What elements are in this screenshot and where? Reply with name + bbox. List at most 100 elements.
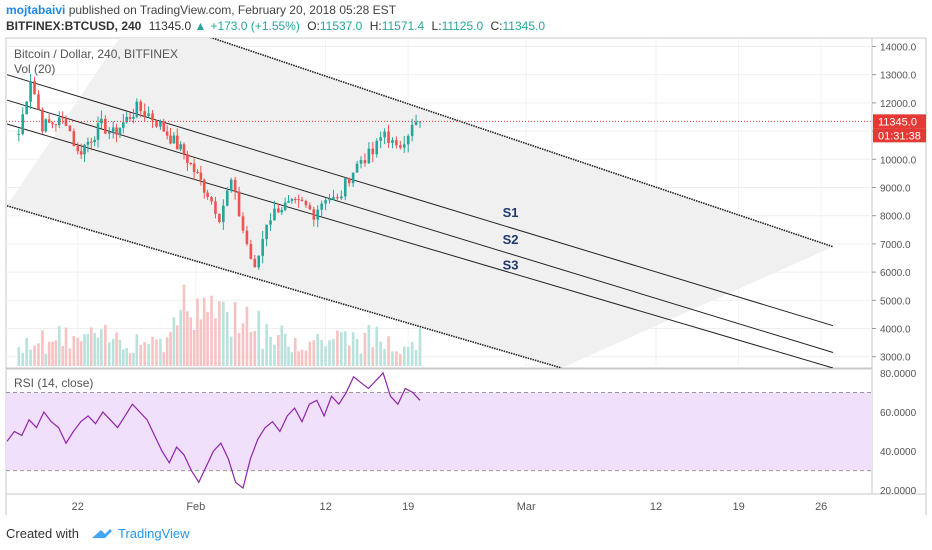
candle[interactable] bbox=[199, 172, 203, 180]
candle[interactable] bbox=[37, 94, 40, 110]
candle[interactable] bbox=[115, 127, 118, 135]
candle[interactable] bbox=[151, 113, 154, 121]
candle[interactable] bbox=[79, 151, 83, 155]
candle[interactable] bbox=[283, 202, 287, 211]
candle[interactable] bbox=[192, 163, 196, 172]
candle[interactable] bbox=[241, 216, 245, 231]
candle[interactable] bbox=[225, 190, 229, 206]
candle[interactable] bbox=[76, 146, 80, 152]
candle[interactable] bbox=[196, 171, 199, 173]
channel-line-s3[interactable] bbox=[6, 123, 834, 368]
chart-area[interactable]: 3000.0 4000.0 5000.0 6000.0 7000.0 8000.0 9000… bbox=[0, 0, 932, 515]
candle[interactable] bbox=[25, 101, 28, 115]
candle[interactable] bbox=[147, 113, 150, 117]
candle[interactable] bbox=[300, 199, 304, 201]
candle[interactable] bbox=[100, 118, 103, 124]
candle[interactable] bbox=[229, 179, 233, 191]
candle[interactable] bbox=[44, 119, 48, 132]
candle[interactable] bbox=[125, 116, 128, 123]
candle[interactable] bbox=[320, 203, 323, 210]
candle[interactable] bbox=[175, 135, 179, 150]
candle[interactable] bbox=[277, 208, 280, 213]
candle[interactable] bbox=[245, 230, 249, 244]
candle[interactable] bbox=[47, 119, 51, 123]
channel-line-s2[interactable] bbox=[6, 99, 834, 353]
candle[interactable] bbox=[249, 243, 253, 259]
candle[interactable] bbox=[68, 125, 72, 132]
candle[interactable] bbox=[265, 224, 268, 240]
candle[interactable] bbox=[206, 192, 209, 198]
candle[interactable] bbox=[406, 135, 410, 145]
candle[interactable] bbox=[135, 101, 139, 117]
candle[interactable] bbox=[104, 118, 107, 134]
candle[interactable] bbox=[218, 213, 221, 223]
candle[interactable] bbox=[257, 255, 261, 268]
candle[interactable] bbox=[155, 120, 158, 127]
candle[interactable] bbox=[86, 141, 90, 145]
candle[interactable] bbox=[237, 191, 241, 217]
candle[interactable] bbox=[202, 179, 206, 193]
candle[interactable] bbox=[304, 200, 308, 206]
candle[interactable] bbox=[111, 127, 115, 132]
candle[interactable] bbox=[172, 135, 176, 144]
annotation-s2[interactable]: S2 bbox=[503, 232, 519, 247]
candle[interactable] bbox=[280, 210, 284, 213]
candle[interactable] bbox=[122, 122, 125, 128]
candle[interactable] bbox=[107, 131, 111, 134]
candle[interactable] bbox=[189, 163, 193, 165]
candle[interactable] bbox=[399, 145, 402, 148]
candle[interactable] bbox=[269, 220, 272, 225]
candle[interactable] bbox=[273, 208, 276, 221]
candle[interactable] bbox=[391, 140, 394, 143]
candle[interactable] bbox=[162, 121, 166, 132]
author-link[interactable]: mojtabaivi bbox=[6, 3, 66, 17]
candle[interactable] bbox=[316, 209, 320, 220]
candle[interactable] bbox=[336, 197, 339, 199]
candle[interactable] bbox=[159, 121, 162, 127]
candle[interactable] bbox=[293, 199, 297, 201]
candle[interactable] bbox=[169, 135, 172, 144]
candle[interactable] bbox=[332, 197, 335, 200]
candle[interactable] bbox=[165, 131, 169, 136]
candle[interactable] bbox=[340, 196, 343, 199]
candle[interactable] bbox=[61, 117, 64, 119]
candle[interactable] bbox=[312, 209, 316, 220]
candle[interactable] bbox=[359, 160, 363, 164]
candle[interactable] bbox=[375, 140, 379, 155]
candle[interactable] bbox=[410, 124, 414, 136]
candle[interactable] bbox=[351, 172, 355, 184]
candle[interactable] bbox=[57, 117, 61, 126]
candle[interactable] bbox=[29, 81, 32, 102]
candle[interactable] bbox=[21, 114, 25, 135]
candle[interactable] bbox=[214, 201, 217, 214]
candle[interactable] bbox=[210, 197, 213, 202]
candle[interactable] bbox=[54, 124, 58, 126]
annotation-s1[interactable]: S1 bbox=[503, 205, 519, 220]
candle[interactable] bbox=[402, 144, 406, 148]
candle[interactable] bbox=[89, 141, 93, 143]
candle[interactable] bbox=[363, 160, 367, 164]
candle[interactable] bbox=[93, 139, 96, 143]
candle[interactable] bbox=[132, 116, 135, 119]
candle[interactable] bbox=[387, 131, 390, 143]
candle[interactable] bbox=[383, 131, 386, 138]
annotation-s3[interactable]: S3 bbox=[503, 257, 519, 272]
candle[interactable] bbox=[118, 127, 122, 135]
channel-line-lower[interactable] bbox=[6, 205, 562, 368]
candle[interactable] bbox=[355, 163, 359, 173]
candle[interactable] bbox=[143, 111, 146, 117]
candle[interactable] bbox=[41, 109, 44, 132]
candle[interactable] bbox=[261, 239, 264, 256]
candle[interactable] bbox=[96, 123, 100, 140]
tradingview-logo-text[interactable]: TradingView bbox=[118, 526, 190, 541]
candle[interactable] bbox=[17, 134, 21, 136]
candle[interactable] bbox=[128, 116, 132, 119]
candle[interactable] bbox=[287, 200, 290, 203]
candle[interactable] bbox=[347, 178, 351, 184]
candle[interactable] bbox=[139, 101, 143, 112]
candle[interactable] bbox=[379, 137, 382, 141]
candle[interactable] bbox=[72, 131, 76, 147]
candle[interactable] bbox=[328, 199, 331, 201]
candle[interactable] bbox=[395, 140, 398, 146]
candle[interactable] bbox=[297, 199, 300, 201]
